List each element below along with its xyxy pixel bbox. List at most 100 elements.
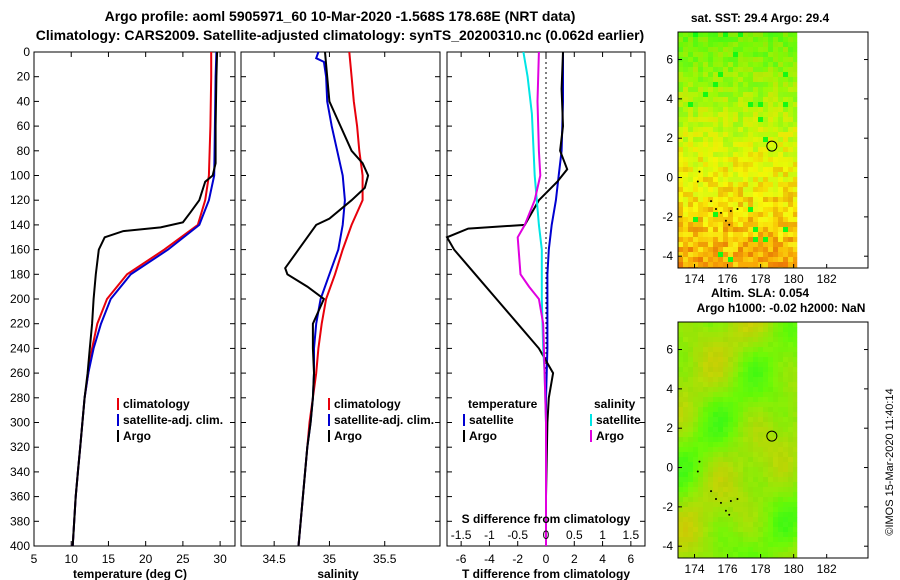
map-cell [728,447,734,453]
map-cell [773,487,779,493]
map-cell [783,352,789,358]
map-cell [678,37,684,43]
coastline-dot [736,498,739,500]
map-cell [708,47,714,53]
map-cell [758,82,764,88]
map-cell [773,322,779,328]
map-cell [693,242,699,248]
map-cell [793,252,798,258]
map-cell [768,467,774,473]
map-cell [768,532,774,538]
map-cell [763,242,769,248]
map-cell [698,217,704,223]
map-cell [718,332,724,338]
map-cell [758,377,764,383]
map-cell [753,222,759,228]
map-cell [688,102,694,108]
map-cell [688,332,694,338]
map-cell [693,447,699,453]
map-cell [723,32,729,38]
y-tick-label: 160 [10,243,30,257]
map-cell [778,392,784,398]
map-cell [718,407,724,413]
map-cell [763,102,769,108]
map-cell [683,47,689,53]
map-cell [768,392,774,398]
map-cell [733,487,739,493]
map-cell [693,137,699,143]
map-cell [718,432,724,438]
map-cell [758,162,764,168]
map-cell [678,92,684,98]
map-cell [728,552,734,558]
copyright-timestamp: ©IMOS 15-Mar-2020 11:40:14 [884,388,896,535]
map-cell [728,547,734,553]
map-cell [683,62,689,68]
map-cell [738,257,744,263]
map-cell [788,512,794,518]
map-cell [748,132,754,138]
map-cell [713,72,719,78]
map-cell [678,492,684,498]
map-cell [758,427,764,433]
map-cell [793,352,798,358]
map-cell [708,132,714,138]
map-cell [708,507,714,513]
s-tick-label: 1.5 [623,528,640,542]
map-cell [793,192,798,198]
map-cell [773,477,779,483]
map-cell [768,397,774,403]
difference-top-xlabel: S difference from climatology [462,512,631,526]
map-cell [793,472,798,478]
map-cell [718,392,724,398]
map-cell [728,537,734,543]
map-cell [713,212,719,218]
map-cell [768,62,774,68]
map-cell [683,87,689,93]
map-cell [683,252,689,258]
map-cell [733,427,739,433]
map-cell [678,337,684,343]
map-cell [738,207,744,213]
map-cell [743,417,749,423]
map-cell [768,202,774,208]
map-cell [758,97,764,103]
map-cell [678,217,684,223]
map-cell [683,402,689,408]
map-cell [768,217,774,223]
map-cell [778,512,784,518]
map-cell [733,222,739,228]
map-cell [688,117,694,123]
map-cell [738,52,744,58]
map-cell [768,382,774,388]
map-cell [788,327,794,333]
map-cell [683,527,689,533]
map-cell [748,477,754,483]
map-cell [713,417,719,423]
map-cell [773,97,779,103]
map-cell [743,152,749,158]
map-cell [678,377,684,383]
map-cell [708,347,714,353]
map-cell [683,392,689,398]
map-cell [678,47,684,53]
map-cell [773,452,779,458]
map-cell [713,322,719,328]
map-cell [783,197,789,203]
map-cell [768,37,774,43]
map-cell [783,537,789,543]
map-cell [708,32,714,38]
map-cell [778,492,784,498]
map-x-tick-label: 178 [751,562,771,576]
map-cell [713,362,719,368]
map-cell [693,472,699,478]
map-cell [793,117,798,123]
map-cell [788,492,794,498]
x-tick-label: -6 [456,552,467,566]
map-cell [738,202,744,208]
map-cell [678,452,684,458]
map-cell [738,172,744,178]
legend-label: Argo [596,429,624,443]
map-cell [718,182,724,188]
map-cell [718,132,724,138]
